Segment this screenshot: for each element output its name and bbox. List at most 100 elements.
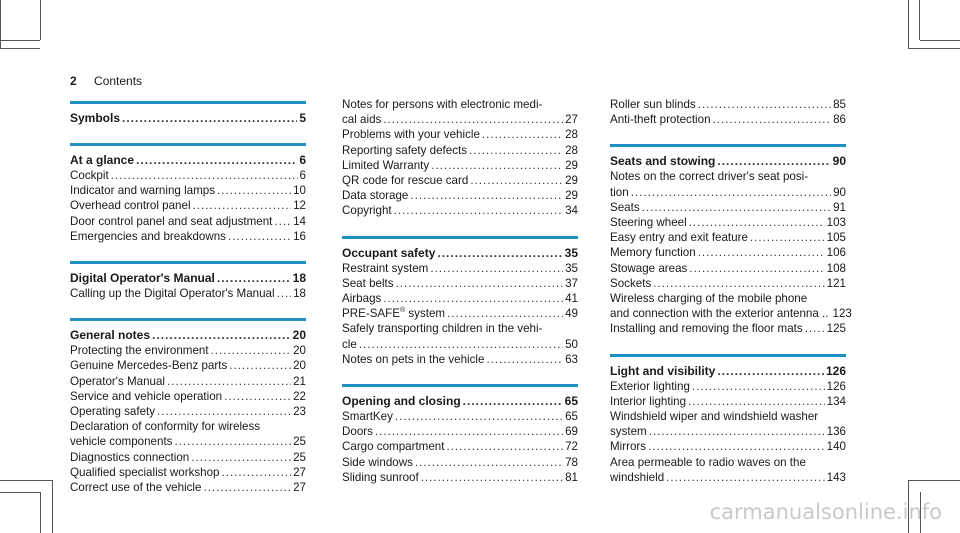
- entry-title: Sliding sunroof: [342, 470, 419, 485]
- toc-entry[interactable]: QR code for rescue card 29: [342, 173, 578, 188]
- toc-entry[interactable]: Service and vehicle operation 22: [70, 389, 306, 404]
- page-number-ref: 103: [826, 216, 846, 230]
- toc-entry[interactable]: cle 50: [342, 337, 578, 352]
- page-number-ref: 126: [826, 379, 846, 393]
- dot-leader: [430, 261, 563, 276]
- toc-entry[interactable]: Copyright 34: [342, 203, 578, 218]
- entry-title-text: Occupant safety: [342, 245, 436, 260]
- toc-section: General notes20Protecting the environmen…: [70, 318, 306, 495]
- dot-leader: [152, 327, 291, 343]
- toc-entry[interactable]: Restraint system 35: [342, 261, 578, 276]
- dot-leader: [211, 343, 292, 358]
- toc-entry[interactable]: tion 90: [610, 185, 846, 200]
- toc-entry[interactable]: PRE-SAFE® system 49: [342, 306, 578, 321]
- crop-mark: [908, 480, 909, 533]
- entry-title-text: Notes on pets in the vehicle: [342, 352, 485, 366]
- toc-entry[interactable]: Genuine Mercedes-Benz parts 20: [70, 358, 306, 373]
- toc-entry[interactable]: Problems with your vehicle 28: [342, 127, 578, 142]
- toc-entry[interactable]: SmartKey 65: [342, 409, 578, 424]
- toc-entry[interactable]: and connection with the exterior antenna…: [610, 306, 852, 321]
- toc-entry[interactable]: Overhead control panel 12: [70, 198, 306, 213]
- toc-entry[interactable]: Limited Warranty 29: [342, 158, 578, 173]
- toc-entry[interactable]: Calling up the Digital Operator's Manual…: [70, 286, 306, 301]
- crop-mark: [0, 48, 40, 49]
- toc-entry[interactable]: Cargo compartment 72: [342, 439, 578, 454]
- toc-entry[interactable]: Side windows 78: [342, 455, 578, 470]
- toc-entry[interactable]: Memory function 106: [610, 245, 846, 260]
- entry-title-text: Copyright: [342, 204, 392, 218]
- toc-entry[interactable]: Diagnostics connection 25: [70, 450, 306, 465]
- toc-entry[interactable]: Data storage 29: [342, 188, 578, 203]
- dot-leader: [111, 168, 298, 183]
- entry-title: Sockets: [610, 276, 651, 291]
- page-number-ref: 69: [565, 425, 578, 439]
- toc-entry[interactable]: Exterior lighting 126: [610, 379, 846, 394]
- section-heading[interactable]: At a glance 6: [70, 152, 306, 168]
- entry-title-text: windshield: [610, 470, 665, 484]
- crop-mark: [52, 480, 53, 533]
- toc-section: Notes for persons with electronic medi-c…: [342, 97, 578, 219]
- toc-entry[interactable]: Door control panel and seat adjustment 14: [70, 214, 306, 229]
- toc-entry[interactable]: Doors 69: [342, 424, 578, 439]
- crop-mark: [0, 480, 52, 481]
- toc-entry[interactable]: Installing and removing the floor mats 12…: [610, 321, 846, 336]
- toc-column-2: Notes for persons with electronic medi-c…: [342, 98, 578, 502]
- toc-entry[interactable]: Correct use of the vehicle 27: [70, 480, 306, 495]
- section-heading[interactable]: Opening and closing 65: [342, 393, 578, 409]
- toc-entry[interactable]: Operator's Manual 21: [70, 374, 306, 389]
- toc-entry[interactable]: system 136: [610, 424, 846, 439]
- entry-title-line: Windshield wiper and windshield washer: [610, 410, 819, 424]
- section-heading[interactable]: Light and visibility 126: [610, 363, 846, 379]
- dot-leader: [136, 152, 297, 168]
- toc-entry[interactable]: Stowage areas 108: [610, 261, 846, 276]
- page-number-ref: 18: [292, 271, 306, 286]
- toc-entry[interactable]: Seat belts 37: [342, 276, 578, 291]
- toc-section: Symbols 5: [70, 101, 306, 126]
- section-heading[interactable]: Digital Operator's Manual 18: [70, 270, 306, 286]
- toc-entry[interactable]: Airbags 41: [342, 291, 578, 306]
- section-heading[interactable]: Occupant safety 35: [342, 245, 578, 261]
- section-heading[interactable]: Seats and stowing 90: [610, 153, 846, 169]
- toc-entry[interactable]: Notes on pets in the vehicle 63: [342, 352, 578, 367]
- registered-mark: ®: [399, 307, 406, 315]
- section-title: Symbols: [70, 110, 120, 126]
- page-number-ref: 27: [565, 113, 578, 127]
- toc-entry[interactable]: Sockets 121: [610, 276, 846, 291]
- toc-entry[interactable]: Interior lighting 134: [610, 394, 846, 409]
- toc-entry[interactable]: Cockpit 6: [70, 168, 306, 183]
- toc-entry[interactable]: Mirrors 140: [610, 439, 846, 454]
- toc-entry[interactable]: Sliding sunroof 81: [342, 470, 578, 485]
- toc-entry[interactable]: Anti-theft protection 86: [610, 112, 846, 127]
- section-heading[interactable]: General notes 20: [70, 327, 306, 343]
- entry-title: Seats: [610, 200, 640, 215]
- entry-title: Cargo compartment: [342, 439, 444, 454]
- page-number-ref: 85: [833, 98, 846, 111]
- entry-title: cal aids: [342, 112, 381, 127]
- entry-title: Memory function: [610, 245, 696, 260]
- section-rule: [70, 261, 306, 265]
- page-number-ref: 123: [832, 307, 852, 321]
- page-number-ref: 14: [293, 214, 306, 228]
- dot-leader: [689, 261, 824, 276]
- entry-title: Reporting safety defects: [342, 143, 467, 158]
- toc-entry[interactable]: Protecting the environment 20: [70, 343, 306, 358]
- toc-entry[interactable]: windshield 143: [610, 470, 846, 485]
- crop-mark: [919, 0, 920, 40]
- toc-entry[interactable]: Steering wheel 103: [610, 215, 846, 230]
- toc-entry[interactable]: Reporting safety defects 28: [342, 143, 578, 158]
- entry-title-text: Reporting safety defects: [342, 143, 468, 157]
- toc-entry[interactable]: Qualified specialist workshop 27: [70, 465, 306, 480]
- toc-entry[interactable]: Roller sun blinds 85: [610, 97, 846, 112]
- toc-entry[interactable]: Indicator and warning lamps 10: [70, 183, 306, 198]
- toc-entry[interactable]: Emergencies and breakdowns 16: [70, 229, 306, 244]
- toc-entry[interactable]: Operating safety 23: [70, 404, 306, 419]
- toc-entry[interactable]: Easy entry and exit feature 105: [610, 230, 846, 245]
- toc-entry[interactable]: cal aids 27: [342, 112, 578, 127]
- section-heading[interactable]: Symbols 5: [70, 110, 306, 126]
- toc-entry[interactable]: Seats 91: [610, 200, 846, 215]
- dot-leader: [469, 143, 563, 158]
- page-number-ref: 143: [826, 470, 846, 484]
- page-number-ref: 90: [833, 185, 846, 199]
- page-number-ref: 6: [299, 153, 306, 167]
- toc-entry[interactable]: vehicle components 25: [70, 434, 306, 449]
